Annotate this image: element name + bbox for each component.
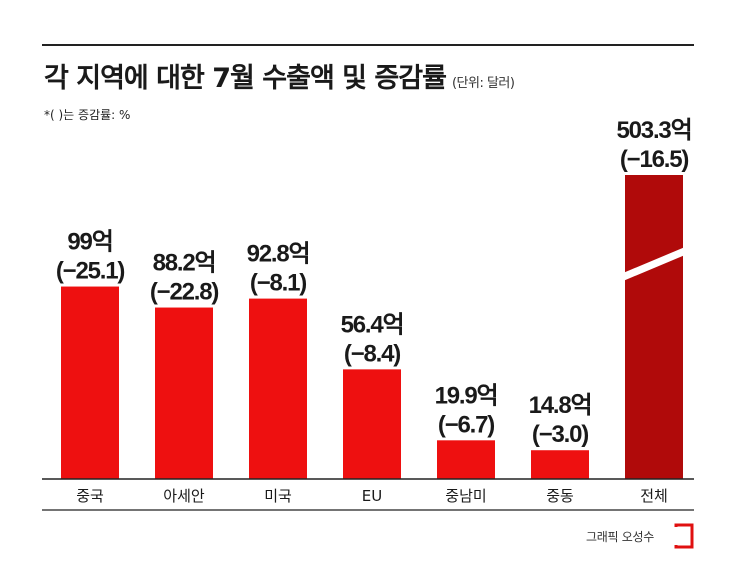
value-label-3: 56.4억: [341, 311, 404, 338]
category-label-6: 전체: [640, 487, 668, 505]
bar-1: [155, 307, 213, 479]
bar-5: [531, 450, 589, 479]
value-label-1: 88.2억: [153, 250, 216, 277]
unit-label: (단위: 달러): [451, 76, 515, 91]
bar-6: [625, 175, 683, 479]
category-label-2: 미국: [264, 487, 292, 505]
graphic-credit: 그래픽 오성수: [586, 530, 654, 544]
category-label-0: 중국: [76, 487, 104, 505]
title-block: 각 지역에 대한 7월 수출액 및 증감률 (단위: 달러): [44, 56, 515, 95]
category-label-4: 중남미: [445, 487, 486, 505]
axis-break-mark: [623, 247, 685, 281]
value-label-0: 99억: [67, 229, 112, 256]
bar-3: [343, 369, 401, 479]
value-label-6: 503.3억: [617, 117, 692, 144]
category-label-1: 아세안: [163, 487, 205, 505]
category-label-3: EU: [362, 487, 382, 505]
bar-0: [61, 286, 119, 479]
footnote: *( )는 증감률: %: [44, 108, 131, 122]
bar-2: [249, 298, 307, 479]
change-label-6: (−16.5): [620, 146, 689, 173]
change-label-3: (−8.4): [344, 340, 400, 367]
red-bracket-logo-icon: [673, 523, 694, 549]
chart-title: 각 지역에 대한 7월 수출액 및 증감률: [44, 63, 447, 94]
bar-4: [437, 440, 495, 479]
change-label-2: (−8.1): [250, 270, 306, 297]
value-label-5: 14.8억: [529, 392, 592, 419]
value-label-2: 92.8억: [247, 241, 310, 268]
top-rule: [42, 44, 694, 46]
change-label-5: (−3.0): [532, 421, 588, 448]
category-label-5: 중동: [546, 487, 574, 505]
value-label-4: 19.9억: [435, 382, 498, 409]
change-label-0: (−25.1): [56, 258, 125, 285]
change-label-1: (−22.8): [150, 279, 219, 306]
change-label-4: (−6.7): [438, 411, 494, 438]
